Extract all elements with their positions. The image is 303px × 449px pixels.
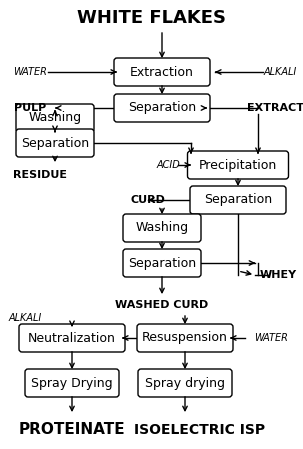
FancyBboxPatch shape [16, 104, 94, 132]
Text: Spray Drying: Spray Drying [31, 377, 113, 389]
Text: PULP: PULP [14, 103, 46, 113]
FancyBboxPatch shape [138, 369, 232, 397]
Text: WATER: WATER [254, 333, 288, 343]
Text: Neutralization: Neutralization [28, 331, 116, 344]
Text: WHITE FLAKES: WHITE FLAKES [77, 9, 226, 27]
FancyBboxPatch shape [114, 58, 210, 86]
Text: CURD: CURD [131, 195, 165, 205]
Text: Separation: Separation [128, 101, 196, 114]
FancyBboxPatch shape [137, 324, 233, 352]
FancyBboxPatch shape [19, 324, 125, 352]
Text: Spray drying: Spray drying [145, 377, 225, 389]
FancyBboxPatch shape [190, 186, 286, 214]
Text: Washing: Washing [135, 221, 188, 234]
Text: Resuspension: Resuspension [142, 331, 228, 344]
Text: Washing: Washing [28, 111, 82, 124]
Text: Precipitation: Precipitation [199, 158, 277, 172]
Text: Separation: Separation [21, 136, 89, 150]
FancyBboxPatch shape [123, 214, 201, 242]
FancyBboxPatch shape [114, 94, 210, 122]
FancyBboxPatch shape [123, 249, 201, 277]
FancyBboxPatch shape [25, 369, 119, 397]
Text: ALKALI: ALKALI [263, 67, 297, 77]
Text: PROTEINATE: PROTEINATE [19, 423, 125, 437]
Text: ALKALI: ALKALI [8, 313, 42, 323]
Text: WHEY: WHEY [259, 270, 297, 280]
FancyBboxPatch shape [188, 151, 288, 179]
Text: WASHED CURD: WASHED CURD [115, 300, 209, 310]
Text: Separation: Separation [128, 256, 196, 269]
Text: EXTRACT: EXTRACT [247, 103, 303, 113]
Text: ACID: ACID [156, 160, 180, 170]
Text: Separation: Separation [204, 194, 272, 207]
Text: WATER: WATER [13, 67, 47, 77]
Text: RESIDUE: RESIDUE [13, 170, 67, 180]
Text: ISOELECTRIC ISP: ISOELECTRIC ISP [135, 423, 265, 437]
Text: Extraction: Extraction [130, 66, 194, 79]
FancyBboxPatch shape [16, 129, 94, 157]
